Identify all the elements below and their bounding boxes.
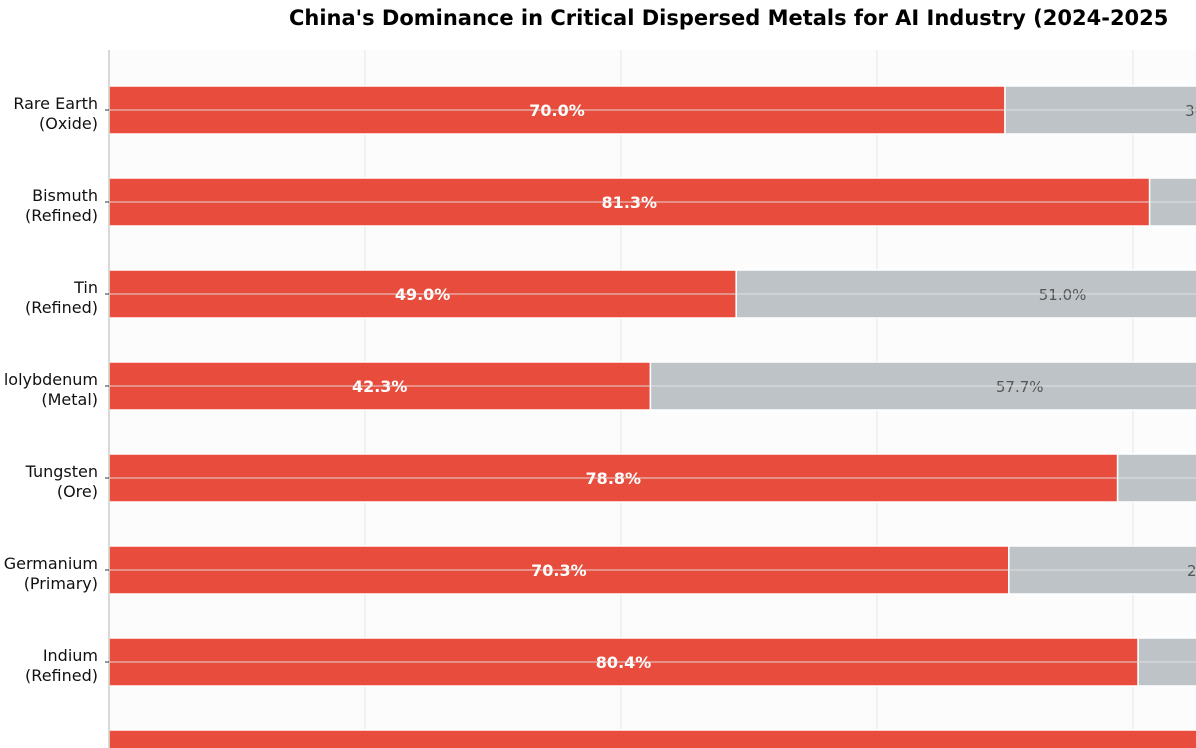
other-share-label: 29.	[1187, 562, 1196, 580]
china-share-label: 95.7%	[694, 745, 750, 748]
y-tick-label: Tin (Refined)	[25, 278, 98, 317]
chart-title: China's Dominance in Critical Dispersed …	[289, 6, 1169, 30]
other-share-label: 51.0%	[1039, 286, 1087, 304]
other-share-label: 57.7%	[996, 378, 1044, 396]
y-tick-label: lolybdenum (Metal)	[4, 370, 98, 409]
y-tick-label: Tungsten (Ore)	[25, 462, 98, 501]
y-tick-label: Bismuth (Refined)	[25, 186, 98, 225]
y-tick-label: Indium (Refined)	[25, 646, 98, 685]
y-tick-label: Germanium (Primary)	[4, 554, 98, 593]
other-share-label: 30.	[1185, 102, 1196, 120]
y-tick-label: Rare Earth (Oxide)	[13, 94, 98, 133]
china-share-bar	[108, 729, 1196, 748]
y-tick-label: Gallium	[37, 745, 98, 748]
